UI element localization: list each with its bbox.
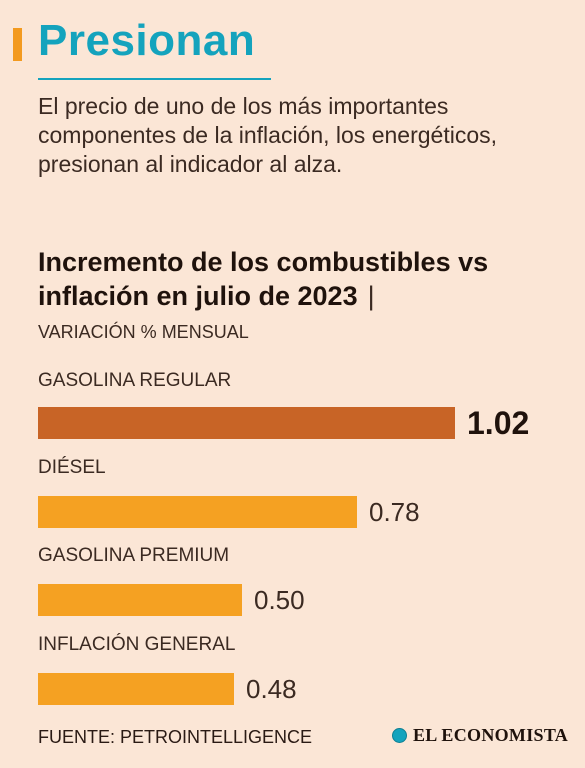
value-label: 1.02 — [467, 405, 530, 441]
brand-logo: EL ECONOMISTA — [392, 725, 568, 746]
title-accent-bar — [13, 28, 22, 61]
brand-name: EL ECONOMISTA — [413, 725, 569, 745]
bar — [38, 407, 455, 439]
chart-title: Incremento de los combustibles vs inflac… — [38, 245, 578, 313]
globe-icon — [392, 728, 407, 743]
value-label: 0.48 — [246, 674, 297, 704]
intro-text: El precio de uno de los más importantes … — [38, 93, 498, 177]
bar — [38, 584, 242, 616]
page-title: Presionan — [38, 16, 256, 65]
chart-subtitle: VARIACIÓN % MENSUAL — [38, 322, 249, 342]
source-note: FUENTE: PETROINTELLIGENCE — [38, 727, 313, 747]
category-label: DIÉSEL — [38, 457, 106, 478]
category-label: INFLACIÓN GENERAL — [38, 634, 236, 655]
value-label: 0.50 — [254, 585, 305, 615]
value-label: 0.78 — [369, 497, 420, 527]
title-underline — [38, 78, 271, 80]
chart-title-separator: | — [367, 281, 375, 311]
category-label: GASOLINA REGULAR — [38, 370, 232, 391]
category-label: GASOLINA PREMIUM — [38, 545, 230, 566]
bar — [38, 673, 234, 705]
chart-title-text: Incremento de los combustibles vs inflac… — [38, 247, 489, 311]
bar — [38, 496, 357, 528]
